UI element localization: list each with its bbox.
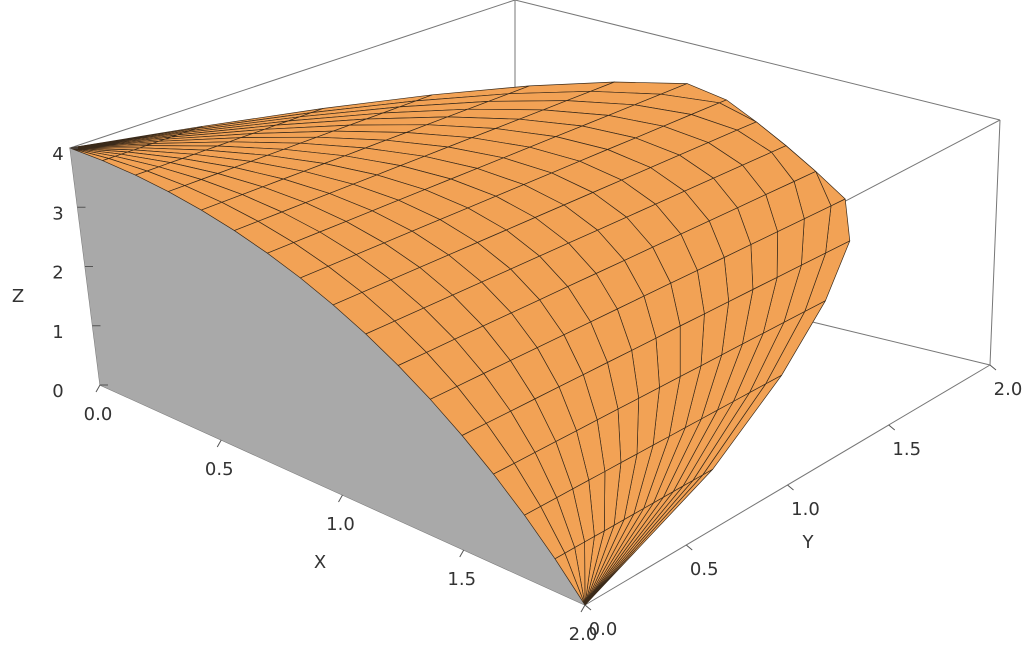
x-tick-label: 0.0 — [84, 404, 113, 425]
y-tick-label: 1.0 — [791, 499, 820, 520]
wall — [70, 148, 585, 605]
z-tick-label: 0 — [52, 381, 63, 402]
z-tick-label: 2 — [52, 263, 63, 284]
x-tick — [216, 439, 222, 448]
surface-patch — [554, 552, 586, 606]
y-tick-label: 2.0 — [994, 379, 1023, 400]
y-tick-label: 0.5 — [690, 559, 719, 580]
x-tick — [580, 604, 586, 613]
box-edge — [989, 119, 1001, 366]
y-tick — [787, 484, 794, 491]
z-tick-label: 1 — [52, 322, 63, 343]
z-tick-label: 4 — [52, 144, 63, 165]
surface — [69, 81, 851, 606]
z-axis-label: Z — [12, 286, 24, 307]
x-tick-label: 0.5 — [205, 459, 234, 480]
y-tick-label: 0.0 — [589, 619, 618, 640]
x-tick — [459, 549, 465, 558]
x-tick-label: 1.0 — [326, 514, 355, 535]
x-tick — [338, 494, 343, 503]
x-tick — [95, 384, 101, 393]
y-tick — [888, 424, 896, 431]
y-tick — [584, 604, 592, 611]
x-axis-label: X — [314, 552, 326, 573]
y-tick — [685, 544, 693, 551]
y-tick-label: 1.5 — [892, 439, 921, 460]
box-edge — [514, 0, 1001, 121]
box-edge — [69, 0, 516, 149]
y-axis-label: Y — [802, 532, 815, 553]
x-tick-label: 2.0 — [569, 624, 598, 645]
y-tick — [989, 364, 997, 371]
x-tick-label: 1.5 — [447, 569, 476, 590]
surface-patch — [617, 397, 640, 464]
z-tick-label: 3 — [52, 203, 63, 224]
